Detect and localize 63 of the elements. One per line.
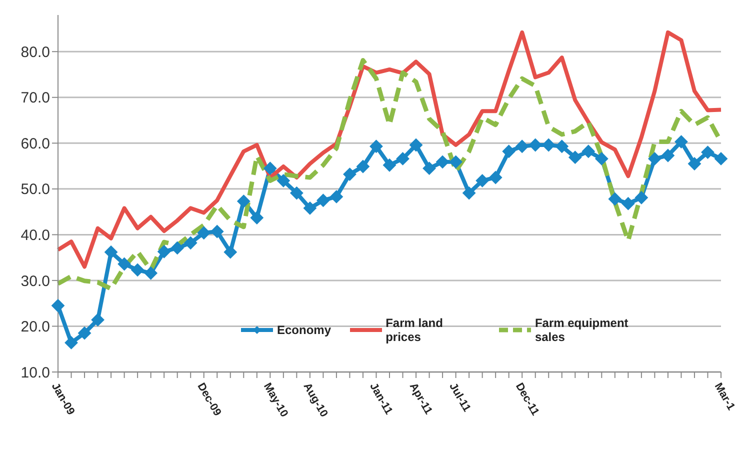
- point: [343, 168, 356, 181]
- point: [555, 140, 568, 153]
- point: [356, 160, 370, 173]
- point: [170, 241, 184, 254]
- point: [264, 162, 277, 175]
- legend-label: Farm equipment sales: [534, 316, 630, 344]
- point: [661, 149, 674, 162]
- point: [462, 186, 476, 200]
- point: [144, 266, 158, 280]
- point: [701, 146, 714, 159]
- point: [158, 245, 171, 258]
- point: [489, 170, 502, 184]
- y-tick-label: 10.0: [20, 364, 50, 382]
- legend-label: Economy: [277, 323, 332, 337]
- y-tick-label: 60.0: [20, 135, 50, 152]
- point: [714, 152, 728, 166]
- point: [131, 263, 144, 276]
- point: [528, 138, 542, 152]
- point: [210, 224, 224, 238]
- point: [595, 152, 608, 166]
- point: [237, 194, 250, 208]
- point: [370, 140, 383, 153]
- y-tick-label: 20.0: [20, 318, 50, 336]
- point: [542, 138, 556, 152]
- point: [64, 336, 78, 350]
- point: [91, 313, 104, 326]
- point: [449, 155, 462, 168]
- point: [383, 158, 396, 172]
- point: [250, 211, 264, 224]
- line-series: [56, 30, 723, 269]
- point: [118, 257, 131, 270]
- point: [396, 152, 410, 166]
- point: [224, 246, 237, 259]
- point: [608, 192, 622, 206]
- point: [197, 226, 210, 240]
- legend-label: Farm land prices: [386, 316, 444, 344]
- point: [622, 197, 635, 210]
- point: [582, 144, 595, 158]
- point: [568, 150, 582, 164]
- point: [476, 174, 489, 188]
- point: [276, 174, 290, 188]
- point: [410, 138, 423, 152]
- point: [516, 140, 529, 153]
- point: [184, 236, 198, 250]
- y-tick-label: 70.0: [20, 90, 50, 107]
- point: [104, 246, 118, 259]
- point: [316, 194, 330, 207]
- point: [688, 157, 701, 170]
- y-tick-label: 40.0: [20, 227, 50, 244]
- point: [330, 190, 343, 204]
- point: [52, 299, 64, 312]
- point: [436, 155, 450, 168]
- point: [290, 186, 304, 200]
- point: [674, 135, 688, 148]
- y-tick-label: 80.0: [20, 44, 50, 61]
- point: [303, 202, 316, 215]
- point: [634, 191, 648, 204]
- y-tick-label: 50.0: [20, 181, 50, 198]
- point: [502, 144, 516, 158]
- point: [422, 162, 436, 175]
- point: [648, 152, 662, 166]
- point: [78, 326, 92, 340]
- y-tick-label: 30.0: [20, 272, 50, 290]
